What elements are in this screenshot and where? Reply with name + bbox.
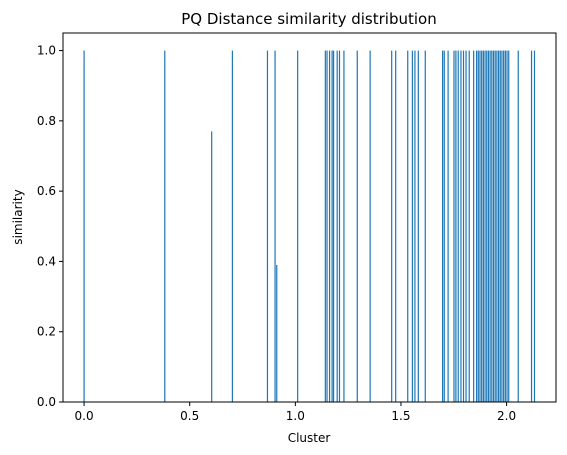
bar bbox=[460, 50, 462, 402]
bar bbox=[504, 50, 506, 402]
bar bbox=[517, 50, 519, 402]
bar bbox=[231, 50, 233, 402]
x-tick-label: 0.0 bbox=[75, 409, 94, 423]
y-axis-ticks: 0.0 0.2 0.4 0.6 0.8 1.0 bbox=[37, 44, 63, 409]
bar bbox=[506, 50, 508, 402]
bar bbox=[479, 50, 481, 402]
bar bbox=[482, 50, 484, 402]
bar bbox=[465, 50, 467, 402]
bar bbox=[297, 50, 299, 402]
bar bbox=[533, 50, 536, 402]
y-tick-label: 0.0 bbox=[37, 395, 56, 409]
y-tick-label: 0.8 bbox=[37, 114, 56, 128]
bar bbox=[468, 50, 470, 402]
bar bbox=[211, 131, 213, 402]
bar bbox=[411, 50, 413, 402]
bar bbox=[328, 50, 331, 402]
bar bbox=[508, 50, 510, 402]
bar bbox=[486, 50, 488, 402]
y-tick-label: 0.4 bbox=[37, 254, 56, 268]
bar bbox=[476, 50, 478, 402]
bar bbox=[447, 50, 449, 402]
bar bbox=[481, 50, 483, 402]
x-tick-label: 1.0 bbox=[286, 409, 305, 423]
y-tick-label: 0.6 bbox=[37, 184, 56, 198]
y-tick-label: 0.2 bbox=[37, 325, 56, 339]
bar-series bbox=[83, 50, 536, 402]
bar bbox=[489, 50, 491, 402]
bar bbox=[487, 50, 490, 402]
x-tick-label: 2.0 bbox=[497, 409, 516, 423]
bar bbox=[484, 50, 486, 402]
bar bbox=[343, 50, 345, 402]
chart-title: PQ Distance similarity distribution bbox=[181, 10, 436, 28]
bar bbox=[274, 50, 276, 402]
bar bbox=[462, 50, 465, 402]
bar bbox=[491, 50, 493, 402]
bar bbox=[324, 50, 326, 402]
bar bbox=[473, 50, 475, 402]
bar bbox=[407, 50, 409, 402]
bar bbox=[326, 50, 328, 402]
bar bbox=[164, 50, 166, 402]
bar bbox=[338, 50, 341, 402]
bar bbox=[501, 50, 503, 402]
bar bbox=[499, 50, 501, 402]
bar bbox=[369, 50, 371, 402]
bar bbox=[441, 50, 444, 402]
bar bbox=[494, 50, 496, 402]
bar bbox=[443, 50, 445, 402]
x-axis-label: Cluster bbox=[288, 431, 331, 445]
bar bbox=[530, 50, 533, 402]
bar bbox=[83, 50, 85, 402]
bar bbox=[453, 50, 455, 402]
x-axis-ticks: 0.0 0.5 1.0 1.5 2.0 bbox=[75, 402, 516, 423]
bar bbox=[356, 50, 358, 402]
bar bbox=[417, 50, 419, 402]
x-tick-label: 1.5 bbox=[391, 409, 410, 423]
bar bbox=[332, 50, 335, 402]
bar bbox=[266, 50, 269, 402]
bar bbox=[331, 50, 333, 402]
bar bbox=[477, 50, 479, 402]
bar bbox=[503, 50, 505, 402]
bar bbox=[496, 50, 498, 402]
y-axis-label: similarity bbox=[11, 189, 25, 244]
x-tick-label: 0.5 bbox=[180, 409, 199, 423]
bar bbox=[455, 50, 457, 402]
bar bbox=[391, 50, 393, 402]
bar bbox=[414, 50, 416, 402]
bar bbox=[457, 50, 459, 402]
bar bbox=[395, 50, 397, 402]
y-tick-label: 1.0 bbox=[37, 44, 56, 58]
bar bbox=[424, 50, 426, 402]
plot-frame bbox=[62, 32, 557, 403]
bar bbox=[492, 50, 495, 402]
bar bbox=[497, 50, 500, 402]
bar bbox=[276, 264, 278, 402]
bar bbox=[336, 50, 338, 402]
